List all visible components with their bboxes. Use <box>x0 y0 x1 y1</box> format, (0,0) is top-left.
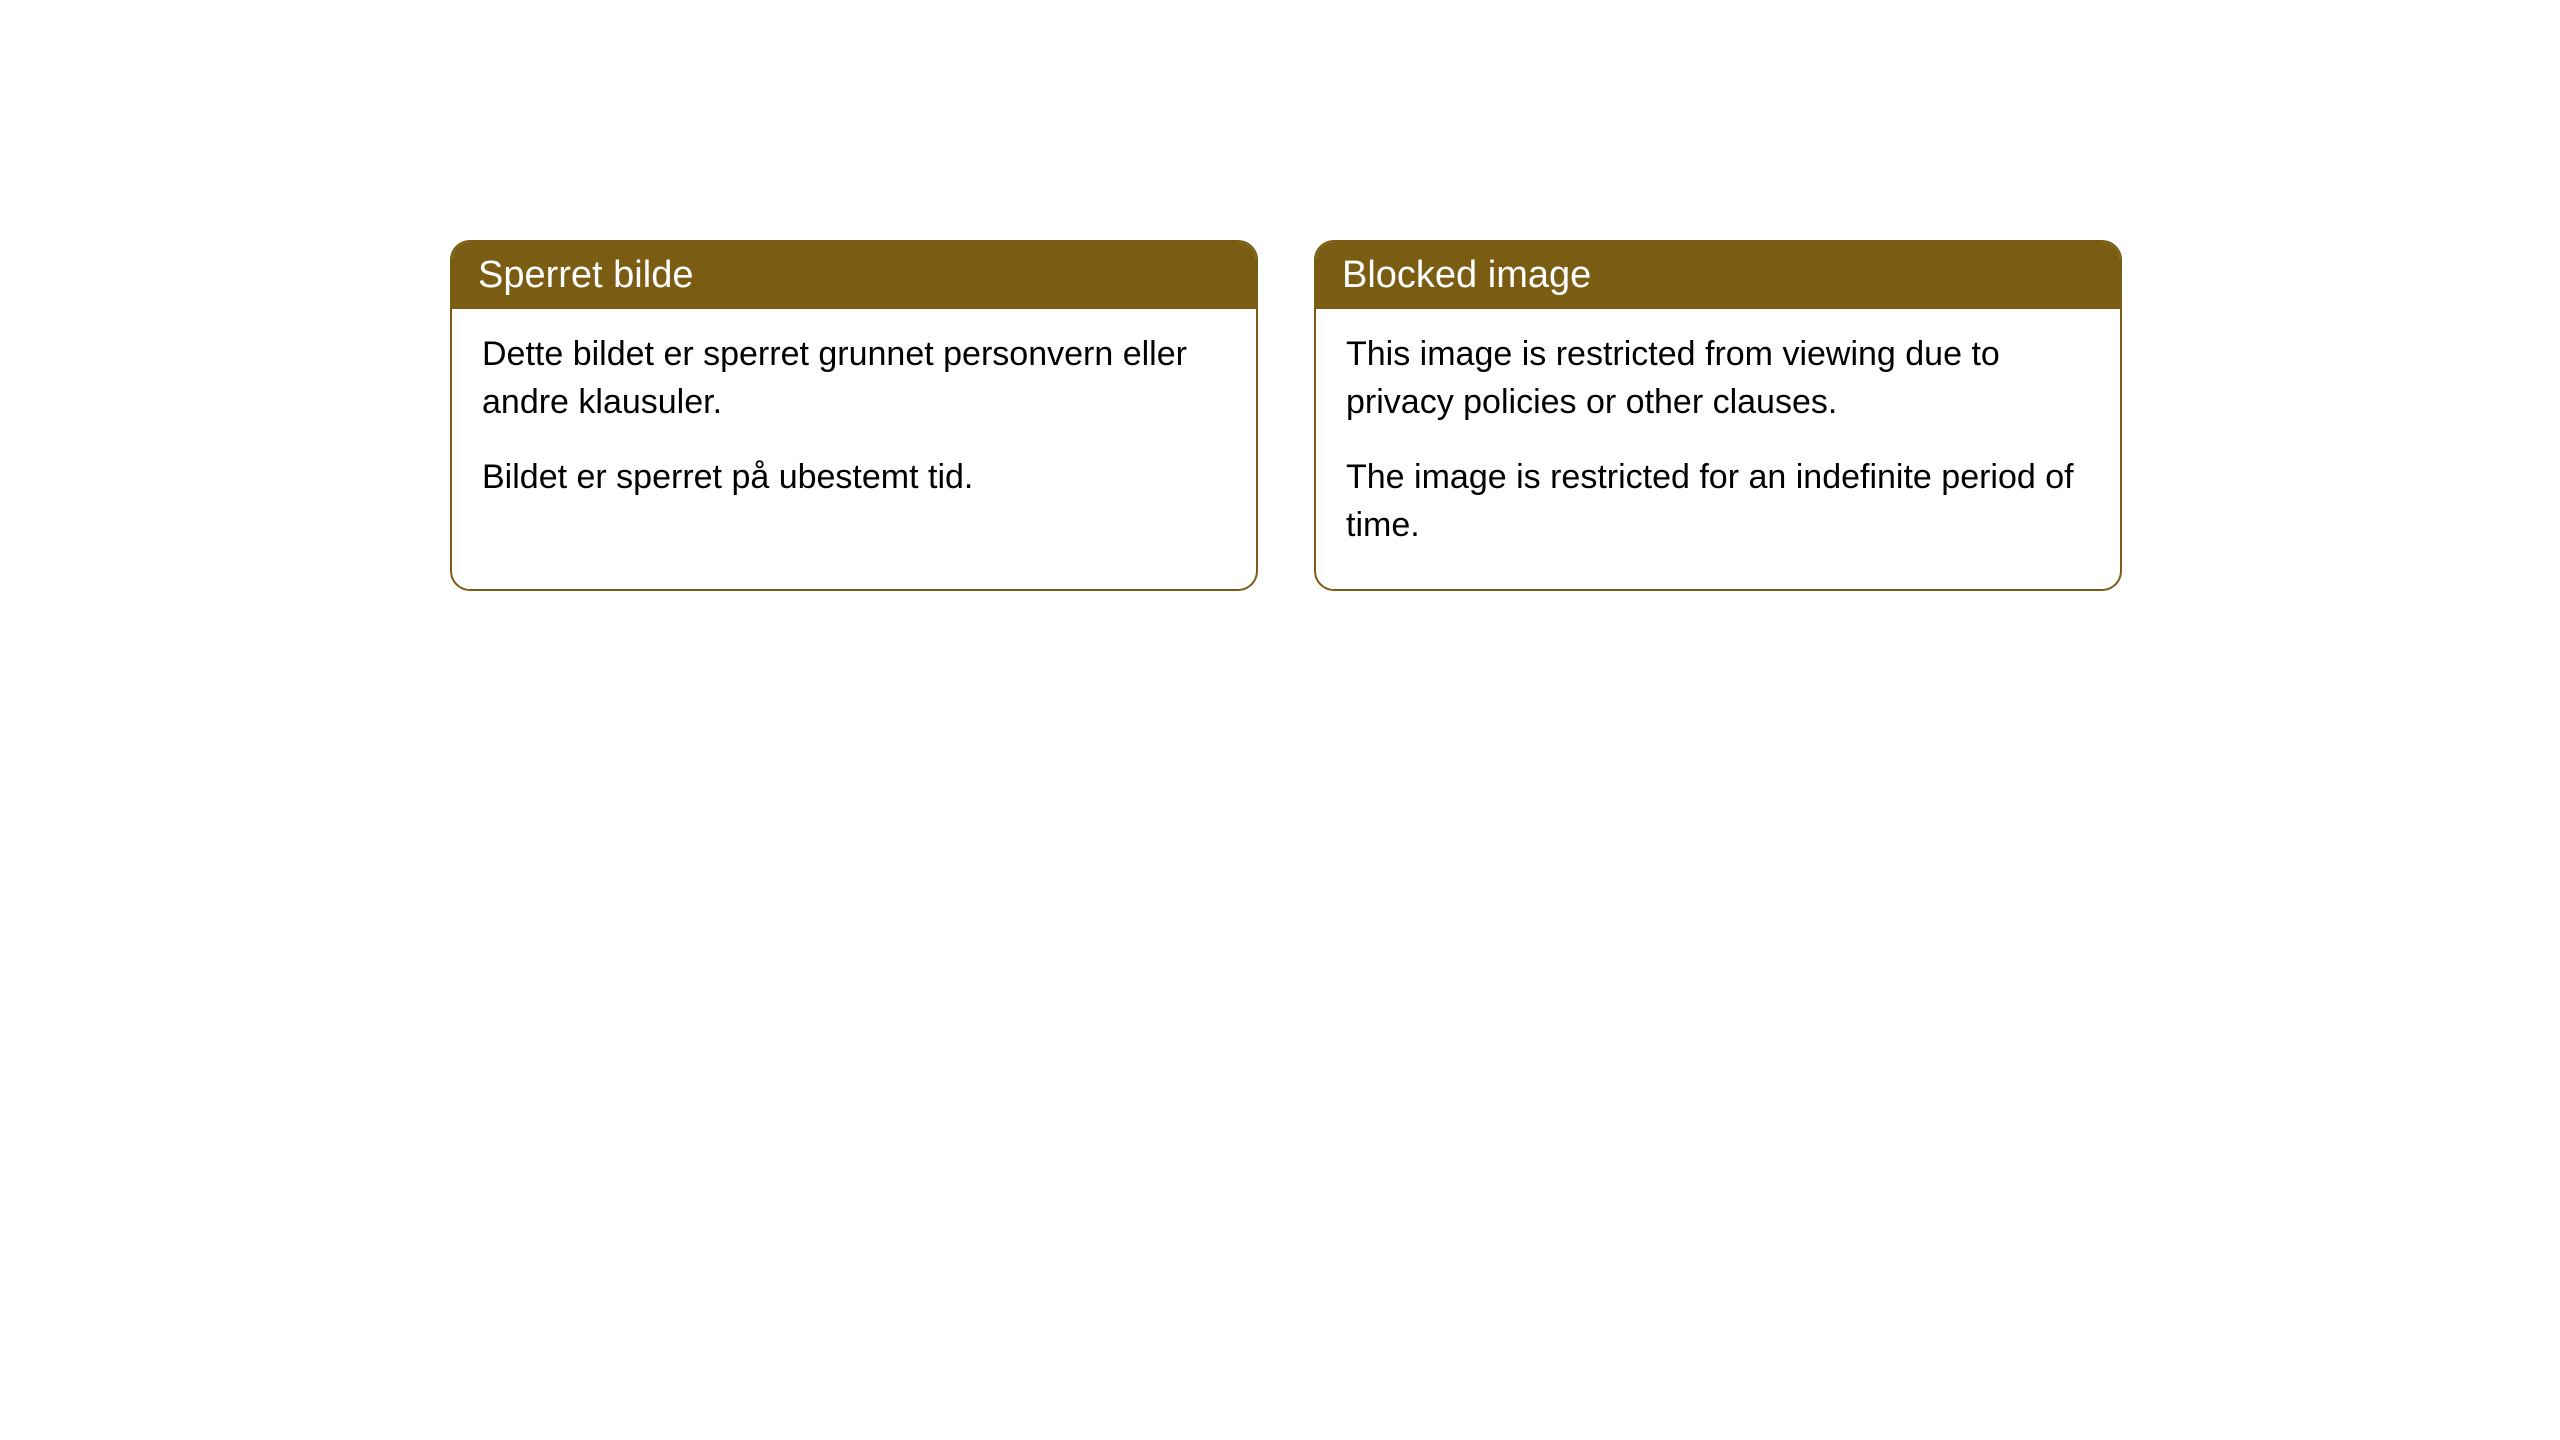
notice-container: Sperret bilde Dette bildet er sperret gr… <box>450 240 2122 591</box>
card-body-english: This image is restricted from viewing du… <box>1316 309 2120 589</box>
notice-text-english-1: This image is restricted from viewing du… <box>1346 331 2090 426</box>
card-header-english: Blocked image <box>1316 242 2120 309</box>
blocked-image-card-norwegian: Sperret bilde Dette bildet er sperret gr… <box>450 240 1258 591</box>
notice-text-norwegian-2: Bildet er sperret på ubestemt tid. <box>482 454 1226 502</box>
notice-text-norwegian-1: Dette bildet er sperret grunnet personve… <box>482 331 1226 426</box>
card-body-norwegian: Dette bildet er sperret grunnet personve… <box>452 309 1256 542</box>
card-header-norwegian: Sperret bilde <box>452 242 1256 309</box>
notice-text-english-2: The image is restricted for an indefinit… <box>1346 454 2090 549</box>
blocked-image-card-english: Blocked image This image is restricted f… <box>1314 240 2122 591</box>
